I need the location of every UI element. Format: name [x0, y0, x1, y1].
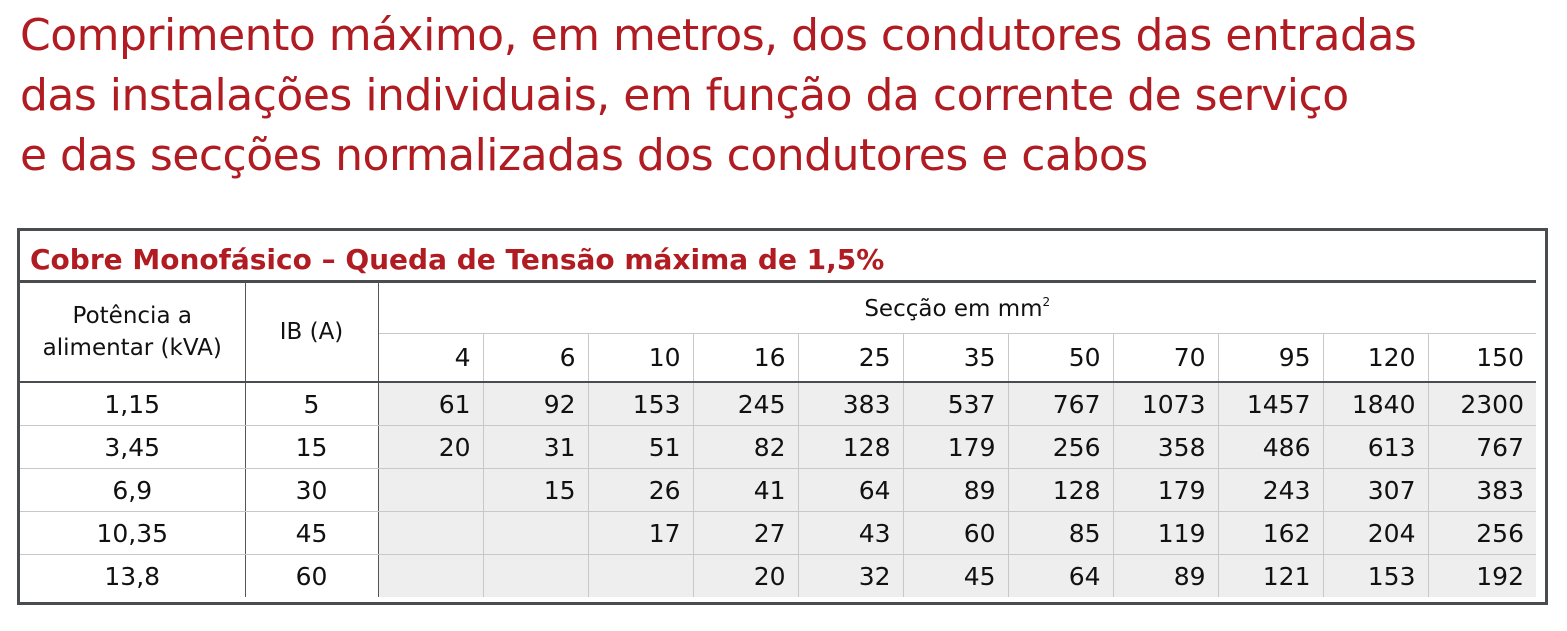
cell-length: 245: [693, 382, 799, 426]
cell-length: 60: [903, 511, 1009, 555]
table-panel: Cobre Monofásico – Queda de Tensão máxim…: [17, 228, 1548, 605]
cell-length: 32: [798, 554, 904, 597]
title-line: e das secções normalizadas dos condutore…: [20, 130, 1148, 181]
cell-length: 767: [1428, 425, 1536, 469]
cell-potencia: 13,8: [20, 554, 246, 597]
cell-length: 27: [693, 511, 799, 555]
section-header: 70: [1113, 333, 1219, 383]
cell-length: 31: [483, 425, 589, 469]
cell-length: 20: [378, 425, 484, 469]
section-header: 120: [1323, 333, 1429, 383]
header-seccao-superscript: 2: [1042, 294, 1051, 309]
table-row: 1,15 5 61 92 153 245 383 537 767 1073 1457 1840 2300: [20, 382, 1536, 426]
cell-length: 307: [1323, 468, 1429, 512]
cell-length: [378, 511, 484, 555]
cell-length: 43: [798, 511, 904, 555]
cell-length: 64: [798, 468, 904, 512]
cell-length: [483, 554, 589, 597]
cell-potencia: 10,35: [20, 511, 246, 555]
cell-length: 92: [483, 382, 589, 426]
cell-length: 121: [1218, 554, 1324, 597]
cell-length: 383: [1428, 468, 1536, 512]
cell-length: [378, 468, 484, 512]
cell-length: 358: [1113, 425, 1219, 469]
section-header: 50: [1008, 333, 1114, 383]
cell-length: 2300: [1428, 382, 1536, 426]
cell-length: 486: [1218, 425, 1324, 469]
length-table: Potência a alimentar (kVA) IB (A) Secção…: [20, 283, 1536, 597]
header-ib: IB (A): [245, 283, 379, 383]
cell-length: 256: [1008, 425, 1114, 469]
cell-length: 119: [1113, 511, 1219, 555]
cell-length: 20: [693, 554, 799, 597]
cell-length: 767: [1008, 382, 1114, 426]
cell-length: 1073: [1113, 382, 1219, 426]
section-header: 6: [483, 333, 589, 383]
cell-length: 64: [1008, 554, 1114, 597]
header-seccao: Secção em mm2: [378, 283, 1536, 334]
table-subtitle: Cobre Monofásico – Queda de Tensão máxim…: [30, 243, 885, 276]
table-row: 13,8 60 20 32 45 64 89 121 153 192: [20, 554, 1536, 597]
cell-length: 128: [1008, 468, 1114, 512]
section-header: 16: [693, 333, 799, 383]
cell-length: 153: [1323, 554, 1429, 597]
cell-length: 15: [483, 468, 589, 512]
cell-length: 179: [903, 425, 1009, 469]
table-row: 6,9 30 15 26 41 64 89 128 179 243 307 383: [20, 468, 1536, 512]
cell-length: 204: [1323, 511, 1429, 555]
cell-length: 89: [903, 468, 1009, 512]
section-header: 4: [378, 333, 484, 383]
cell-ib: 30: [245, 468, 379, 512]
table-row: 10,35 45 17 27 43 60 85 119 162 204 256: [20, 511, 1536, 555]
cell-ib: 5: [245, 382, 379, 426]
section-header: 150: [1428, 333, 1536, 383]
cell-length: 192: [1428, 554, 1536, 597]
cell-length: 82: [693, 425, 799, 469]
cell-length: 89: [1113, 554, 1219, 597]
section-header: 25: [798, 333, 904, 383]
cell-length: 26: [588, 468, 694, 512]
cell-length: [483, 511, 589, 555]
cell-length: 1457: [1218, 382, 1324, 426]
cell-length: 1840: [1323, 382, 1429, 426]
cell-potencia: 1,15: [20, 382, 246, 426]
page-title: Comprimento máximo, em metros, dos condu…: [20, 6, 1560, 186]
cell-length: 179: [1113, 468, 1219, 512]
table-row: 3,45 15 20 31 51 82 128 179 256 358 486 613 767: [20, 425, 1536, 469]
cell-length: 162: [1218, 511, 1324, 555]
title-line: das instalações individuais, em função d…: [20, 70, 1349, 121]
cell-length: [378, 554, 484, 597]
cell-length: [588, 554, 694, 597]
cell-length: 537: [903, 382, 1009, 426]
cell-length: 61: [378, 382, 484, 426]
section-header: 95: [1218, 333, 1324, 383]
subtitle-divider: [20, 280, 1536, 283]
section-header: 35: [903, 333, 1009, 383]
cell-length: 41: [693, 468, 799, 512]
cell-length: 17: [588, 511, 694, 555]
cell-length: 51: [588, 425, 694, 469]
cell-length: 613: [1323, 425, 1429, 469]
cell-ib: 15: [245, 425, 379, 469]
header-seccao-label: Secção em mm: [864, 295, 1043, 322]
section-header: 10: [588, 333, 694, 383]
cell-length: 85: [1008, 511, 1114, 555]
cell-length: 383: [798, 382, 904, 426]
title-line: Comprimento máximo, em metros, dos condu…: [20, 10, 1417, 61]
cell-length: 128: [798, 425, 904, 469]
cell-length: 153: [588, 382, 694, 426]
cell-ib: 45: [245, 511, 379, 555]
cell-length: 243: [1218, 468, 1324, 512]
cell-ib: 60: [245, 554, 379, 597]
cell-potencia: 3,45: [20, 425, 246, 469]
cell-length: 45: [903, 554, 1009, 597]
cell-potencia: 6,9: [20, 468, 246, 512]
header-potencia: Potência a alimentar (kVA): [20, 283, 246, 383]
cell-length: 256: [1428, 511, 1536, 555]
